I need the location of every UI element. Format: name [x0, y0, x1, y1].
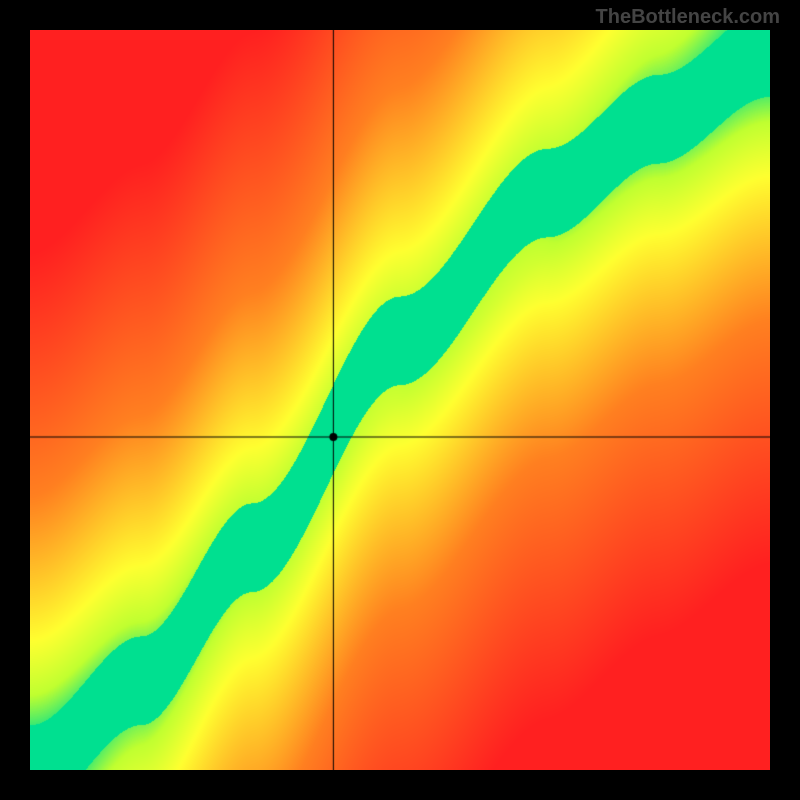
- bottleneck-heatmap: [30, 30, 770, 770]
- heatmap-canvas: [30, 30, 770, 770]
- watermark-text: TheBottleneck.com: [596, 6, 780, 29]
